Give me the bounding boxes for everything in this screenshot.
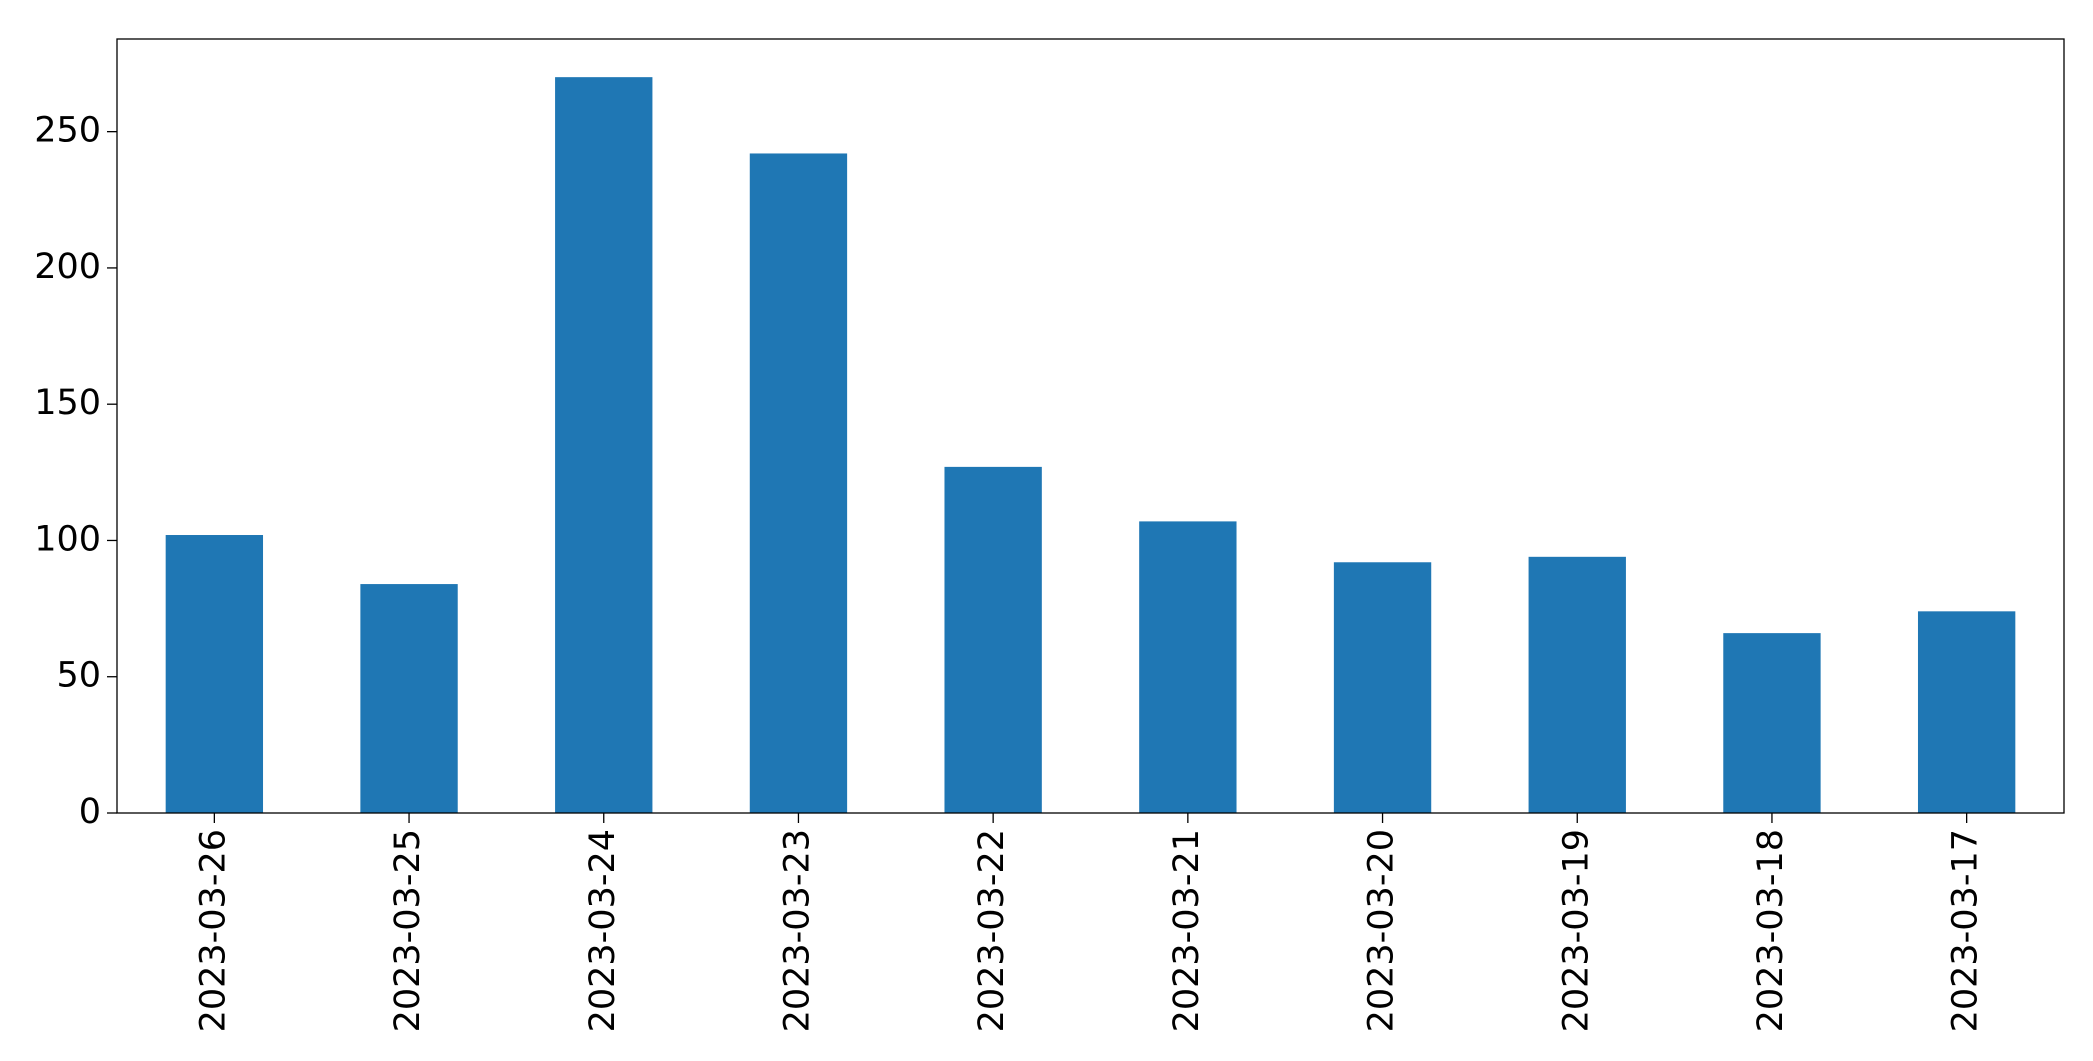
y-tick-label: 0 [79,792,101,832]
y-tick-label: 200 [34,247,101,287]
plot-frame [116,38,2065,814]
x-tick-label: 2023-03-21 [1167,829,1207,1032]
x-tick-label: 2023-03-26 [193,829,233,1032]
x-tick-label: 2023-03-22 [972,829,1012,1032]
x-tick-label: 2023-03-20 [1362,829,1402,1032]
bar [1333,562,1432,813]
bar [749,153,848,813]
bar [1917,611,2016,813]
y-tick-label: 250 [34,111,101,151]
x-tick-label: 2023-03-18 [1751,829,1791,1032]
bar [555,77,653,814]
x-tick-label: 2023-03-25 [388,829,428,1032]
x-tick-label: 2023-03-23 [777,829,817,1032]
y-tick-label: 100 [34,519,101,559]
bar [1528,556,1626,813]
bar [944,466,1042,813]
x-tick-label: 2023-03-24 [583,829,623,1032]
y-tick-label: 50 [56,656,101,696]
x-tick-label: 2023-03-19 [1556,829,1596,1032]
y-tick-label: 150 [34,383,101,423]
bar [165,535,264,813]
x-tick-label: 2023-03-17 [1946,829,1986,1032]
bar [360,584,458,813]
bar [1723,633,1821,813]
bar [1139,521,1237,813]
